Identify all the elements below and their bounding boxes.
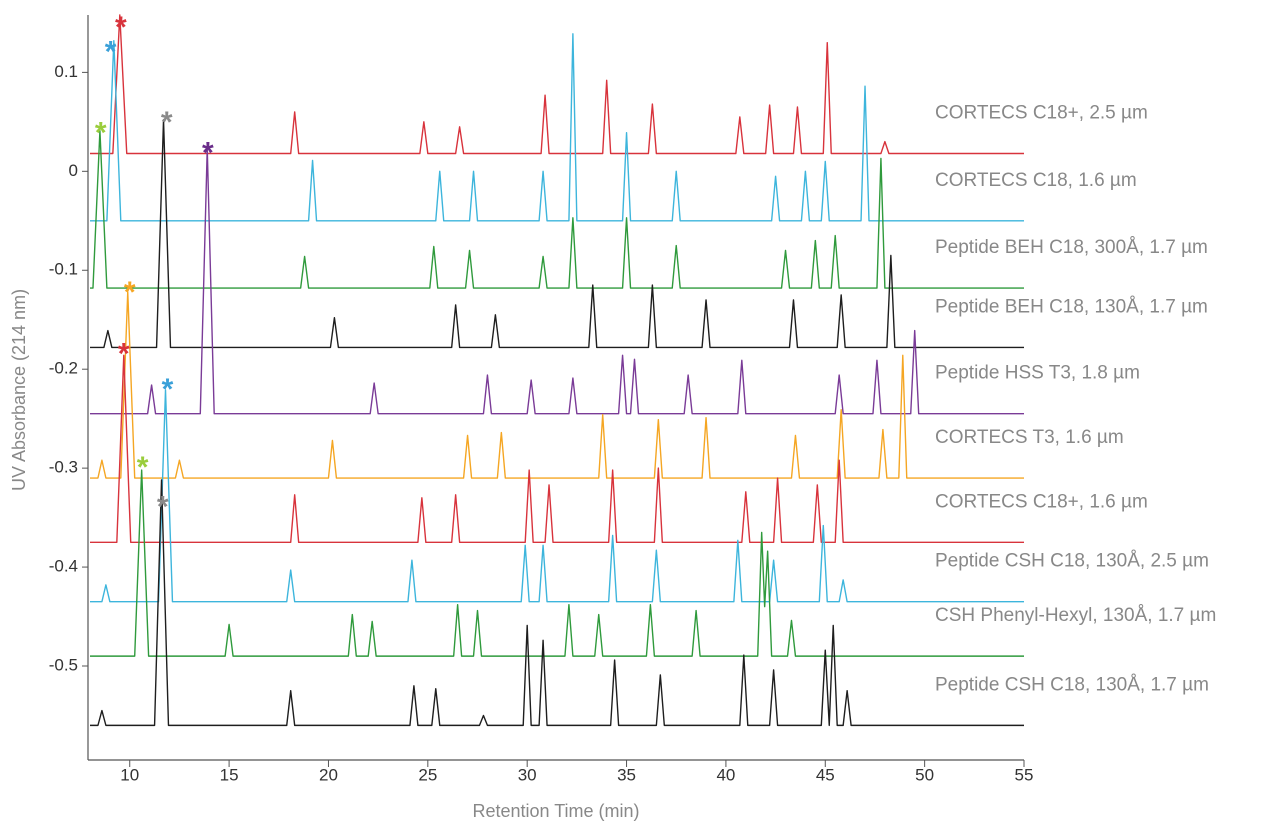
x-tick-label: 50 <box>915 765 934 784</box>
trace-label: CSH Phenyl-Hexyl, 130Å, 1.7 µm <box>935 605 1216 626</box>
peak-marker: * <box>95 117 107 150</box>
trace-label: Peptide BEH C18, 130Å, 1.7 µm <box>935 296 1208 317</box>
y-tick-label: -0.4 <box>49 557 78 576</box>
peak-marker: * <box>118 337 130 370</box>
chromatogram-trace <box>89 469 1024 657</box>
trace-label: Peptide BEH C18, 300Å, 1.7 µm <box>935 237 1208 258</box>
chromatogram-trace <box>89 479 1024 727</box>
chromatogram-trace <box>89 389 1024 603</box>
trace-label: CORTECS C18, 1.6 µm <box>935 170 1137 191</box>
peak-marker: * <box>202 137 214 170</box>
y-tick-label: -0.3 <box>49 458 78 477</box>
x-tick-label: 20 <box>319 765 338 784</box>
y-tick-label: -0.1 <box>49 260 78 279</box>
peak-marker: * <box>161 106 173 139</box>
trace-label: CORTECS C18+, 1.6 µm <box>935 491 1148 512</box>
chromatogram-trace <box>89 130 1024 289</box>
labels: CORTECS C18+, 2.5 µm CORTECS C18, 1.6 µm P… <box>95 11 1216 696</box>
peak-marker: * <box>137 451 149 484</box>
peak-marker: * <box>105 36 117 69</box>
chromatogram-trace <box>89 147 1024 415</box>
chromatogram-trace <box>89 354 1024 544</box>
chromatogram-trace <box>89 33 1024 222</box>
peak-marker: * <box>162 373 174 406</box>
axes: 10 15 20 25 30 35 40 45 50 55 0.1 0 -0.1 -0.2 -0.3 -0.4… <box>49 15 1034 784</box>
peak-marker: * <box>157 491 169 524</box>
trace-label: Peptide HSS T3, 1.8 µm <box>935 363 1140 384</box>
x-tick-label: 25 <box>418 765 437 784</box>
y-tick-label: -0.5 <box>49 655 78 674</box>
chromatogram-trace <box>89 14 1024 155</box>
x-tick-label: 55 <box>1015 765 1034 784</box>
x-axis-title: Retention Time (min) <box>472 801 639 821</box>
chromatogram-trace <box>89 119 1024 349</box>
y-tick-label: -0.2 <box>49 359 78 378</box>
x-tick-label: 15 <box>220 765 239 784</box>
x-tick-label: 30 <box>518 765 537 784</box>
y-tick-label: 0.1 <box>54 62 78 81</box>
x-tick-label: 40 <box>716 765 735 784</box>
peak-marker: * <box>124 276 136 309</box>
chromatogram-trace <box>89 291 1024 479</box>
x-tick-label: 45 <box>816 765 835 784</box>
trace-label: CORTECS C18+, 2.5 µm <box>935 103 1148 124</box>
y-tick-label: 0 <box>69 161 78 180</box>
trace-label: Peptide CSH C18, 130Å, 2.5 µm <box>935 551 1209 572</box>
trace-label: CORTECS T3, 1.6 µm <box>935 427 1124 448</box>
peak-marker: * <box>115 11 127 44</box>
trace-label: Peptide CSH C18, 130Å, 1.7 µm <box>935 674 1209 695</box>
plot-area <box>89 14 1024 727</box>
y-axis-title: UV Absorbance (214 nm) <box>9 289 29 491</box>
x-tick-label: 35 <box>617 765 636 784</box>
x-tick-label: 10 <box>120 765 139 784</box>
